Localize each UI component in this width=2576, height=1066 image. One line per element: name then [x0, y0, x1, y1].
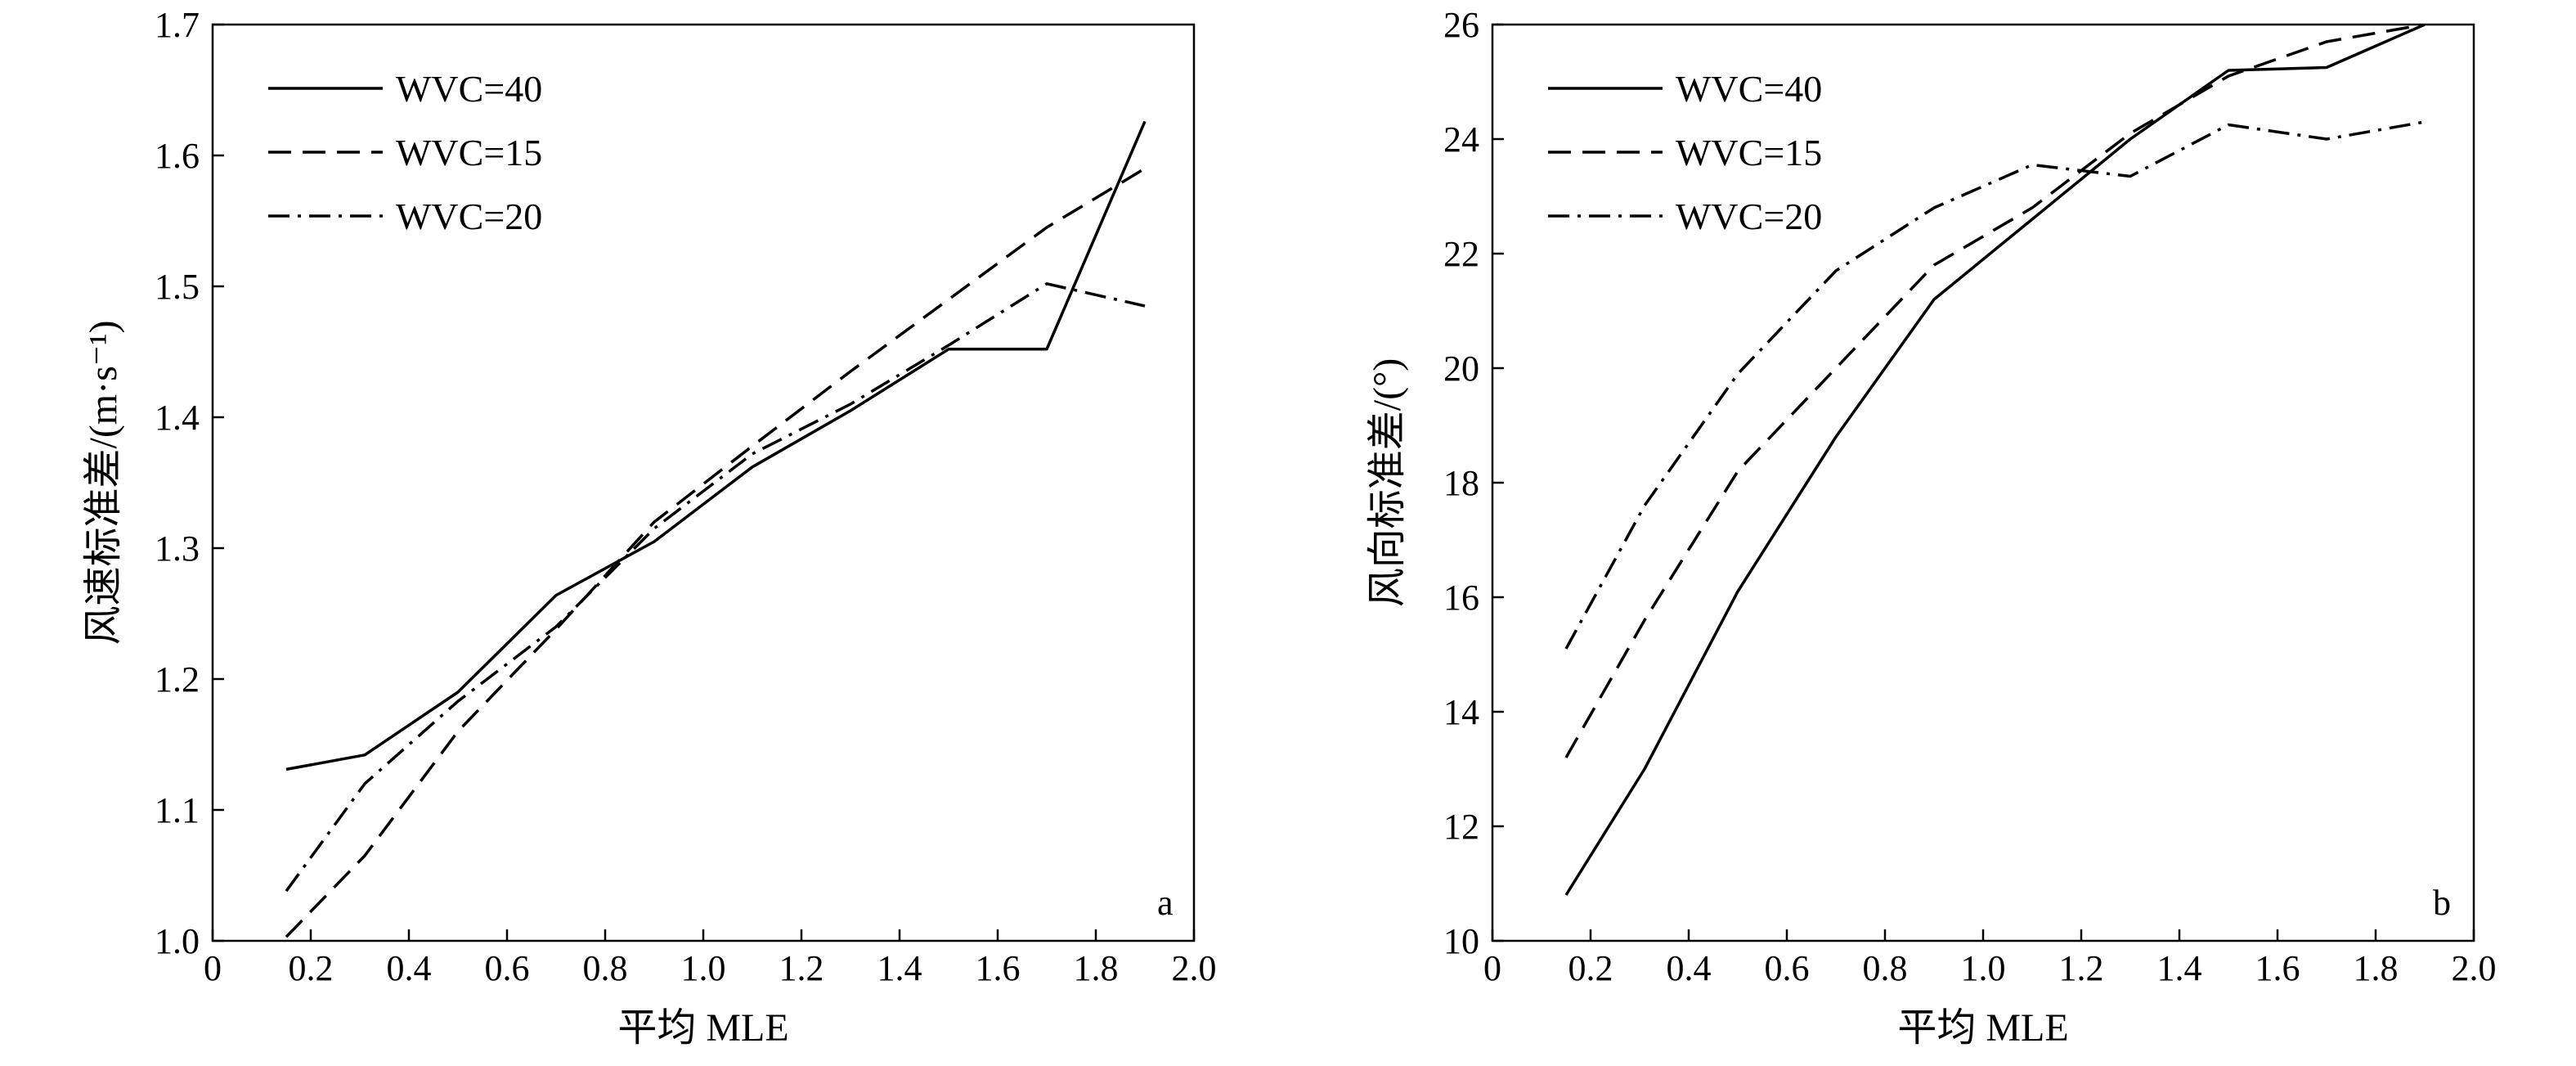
legend-label: WVC=40 [1676, 68, 1822, 110]
x-tick-label: 1.4 [877, 948, 922, 988]
series-line-wvc-15 [1564, 25, 2426, 758]
y-tick-label: 1.5 [155, 267, 200, 307]
panel-a-series-lines [285, 120, 1147, 938]
panel-a-legend: WVC=40 WVC=15 WVC=20 [268, 68, 542, 237]
x-tick-label: 0 [204, 948, 222, 988]
x-tick-label: 0.2 [289, 948, 334, 988]
x-tick-label: 0.6 [1765, 948, 1810, 988]
y-tick-label: 1.2 [155, 659, 200, 699]
x-tick-label: 1.8 [1074, 948, 1119, 988]
y-tick-label: 22 [1443, 234, 1479, 274]
panel-b-x-axis-title: 平均 MLE [1897, 1006, 2068, 1050]
y-tick-label: 1.3 [155, 529, 200, 569]
legend-label: WVC=15 [1676, 132, 1822, 173]
y-tick-label: 14 [1443, 692, 1479, 732]
x-tick-label: 0.4 [1667, 948, 1712, 988]
series-line-wvc-15 [285, 167, 1146, 938]
legend-label: WVC=20 [396, 196, 542, 237]
x-tick-label: 2.0 [2452, 948, 2497, 988]
y-tick-label: 26 [1443, 5, 1479, 45]
legend-label: WVC=40 [396, 68, 542, 110]
x-tick-label: 0.4 [387, 948, 432, 988]
panel-a-y-axis-title: 风速标准差/(m·s⁻¹) [82, 320, 125, 645]
panel-a-label: a [1157, 883, 1174, 923]
y-tick-label: 1.0 [155, 921, 200, 961]
x-tick-label: 0.2 [1568, 948, 1613, 988]
panel-b-label: b [2433, 883, 2451, 923]
y-tick-label: 18 [1443, 463, 1479, 503]
series-line-wvc-20 [285, 282, 1146, 893]
panel-b-series-lines [1564, 25, 2426, 896]
y-tick-label: 20 [1443, 349, 1479, 389]
y-tick-label: 24 [1443, 119, 1479, 160]
x-tick-label: 1.8 [2354, 948, 2399, 988]
x-tick-label: 1.4 [2157, 948, 2202, 988]
legend-label: WVC=15 [396, 132, 542, 173]
x-tick-label: 1.6 [2255, 948, 2300, 988]
x-tick-label: 1.0 [681, 948, 726, 988]
x-tick-label: 1.0 [1961, 948, 2006, 988]
x-tick-label: 0.8 [583, 948, 628, 988]
series-line-wvc-40 [285, 120, 1147, 771]
x-tick-label: 2.0 [1172, 948, 1217, 988]
y-tick-label: 1.7 [155, 5, 200, 45]
x-tick-label: 0.6 [485, 948, 530, 988]
y-tick-label: 12 [1443, 807, 1479, 847]
panel-b-axis-ticks: 0 0.2 0.4 0.6 0.8 1.0 1.2 1.4 1.6 1.8 2.0 10 12 14 16 1… [1443, 5, 2497, 988]
x-tick-label: 1.6 [976, 948, 1021, 988]
y-tick-label: 1.4 [155, 398, 200, 438]
panel-b-legend: WVC=40 WVC=15 WVC=20 [1548, 68, 1822, 237]
y-tick-label: 16 [1443, 578, 1479, 618]
y-tick-label: 1.1 [155, 790, 200, 830]
x-tick-label: 1.2 [2059, 948, 2104, 988]
x-tick-label: 0 [1483, 948, 1501, 988]
panel-b-wind-direction-chart: 0 0.2 0.4 0.6 0.8 1.0 1.2 1.4 1.6 1.8 2.0 10 12 14 16 1… [1366, 5, 2497, 1050]
x-tick-label: 1.2 [779, 948, 824, 988]
panel-a-x-axis-title: 平均 MLE [617, 1006, 788, 1050]
legend-label: WVC=20 [1676, 196, 1822, 237]
y-tick-label: 10 [1443, 921, 1479, 961]
y-tick-label: 1.6 [155, 136, 200, 176]
series-line-wvc-20 [1564, 120, 2426, 650]
panel-a-wind-speed-chart: 0 0.2 0.4 0.6 0.8 1.0 1.2 1.4 1.6 1.8 2.0 1.0 1.1 1.2… [82, 5, 1217, 1050]
panel-b-y-axis-title: 风向标准差/(°) [1366, 358, 1409, 608]
panel-a-axis-ticks: 0 0.2 0.4 0.6 0.8 1.0 1.2 1.4 1.6 1.8 2.0 1.0 1.1 1.2… [155, 5, 1217, 988]
x-tick-label: 0.8 [1863, 948, 1908, 988]
series-line-wvc-40 [1564, 25, 2426, 896]
